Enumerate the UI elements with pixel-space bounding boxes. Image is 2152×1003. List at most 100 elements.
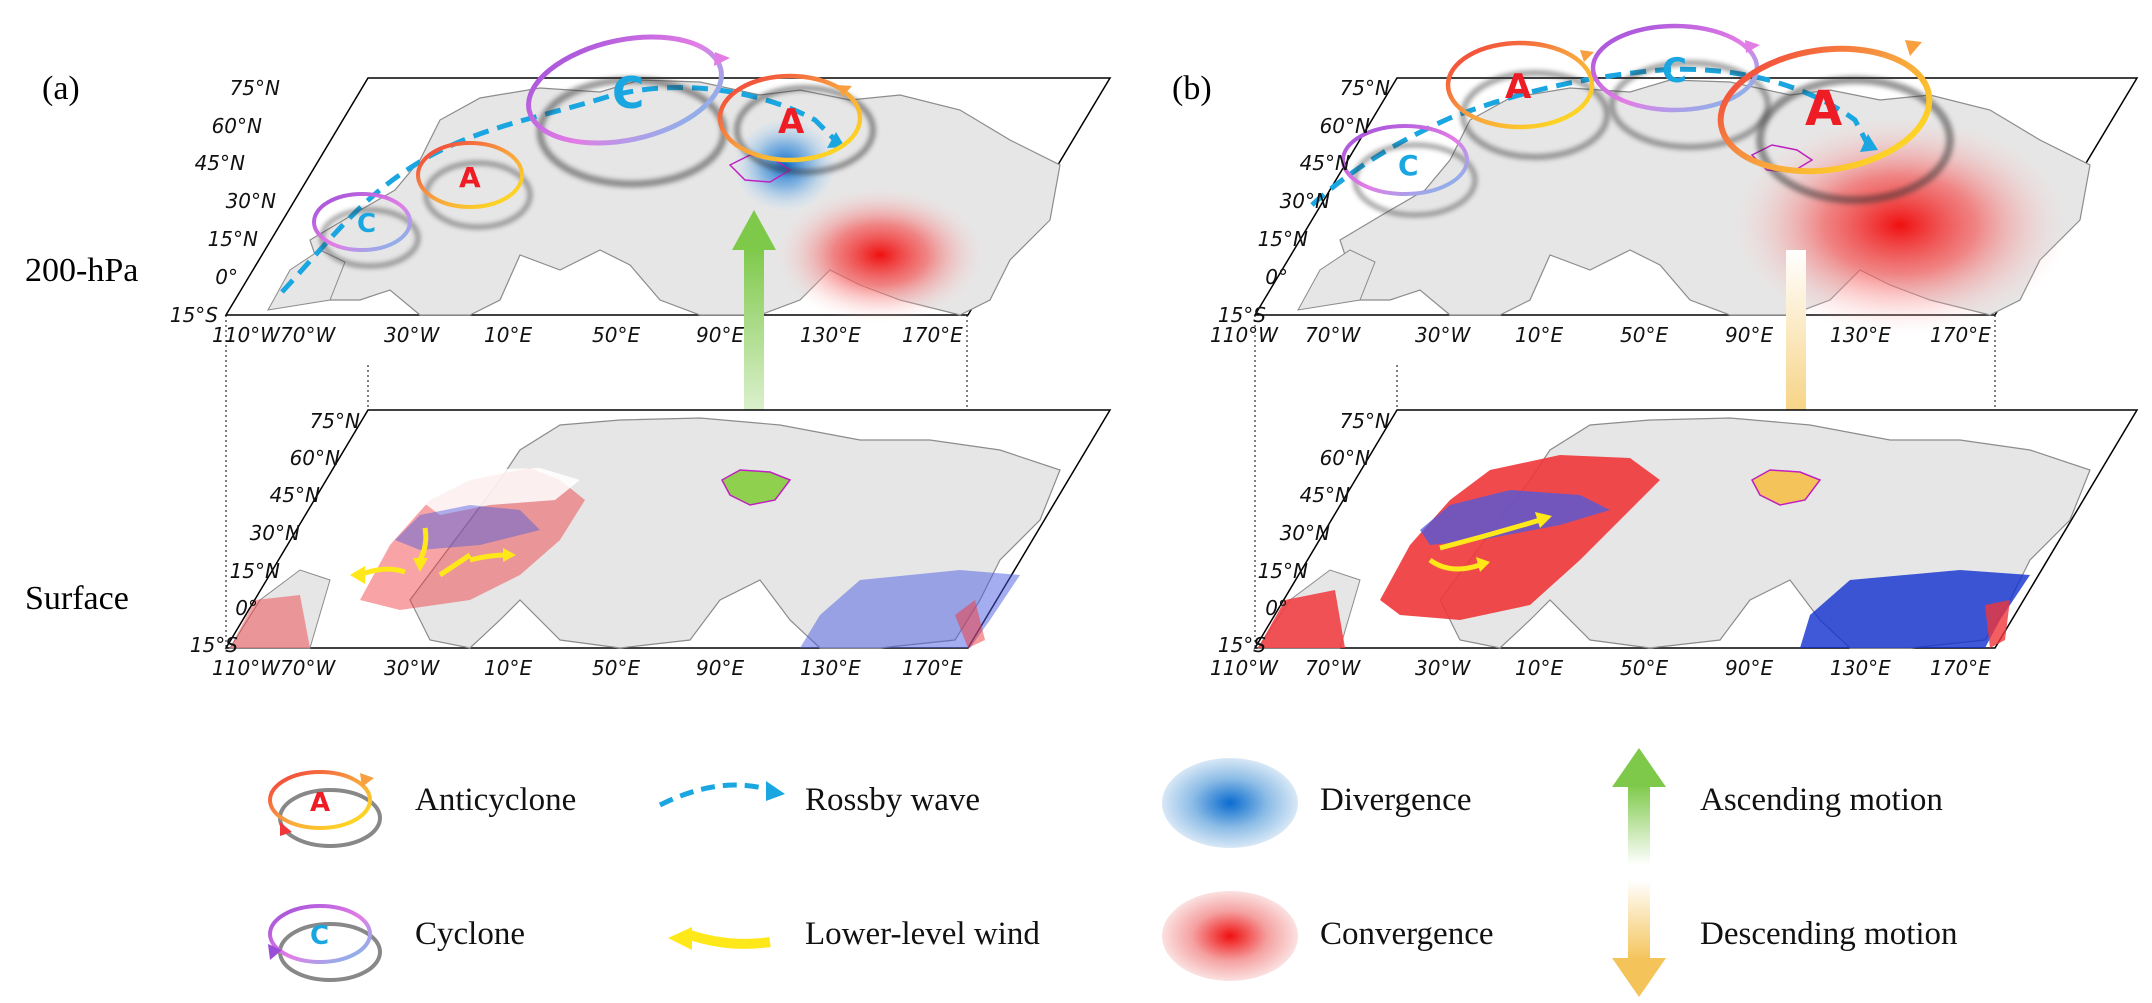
- cyclone-symbol: C: [1662, 51, 1687, 91]
- convergence-blob: [775, 187, 985, 323]
- lat-tick: 0°: [1265, 596, 1288, 620]
- lower-level-wind: [417, 527, 429, 562]
- lat-tick: 30°N: [250, 521, 300, 545]
- lat-tick: 60°N: [1320, 446, 1370, 470]
- lon-tick: 30°W: [384, 656, 440, 680]
- anticyclone-b1: A: [1445, 40, 1610, 160]
- warm-sst-anomaly: [360, 468, 585, 610]
- anticyclone-symbol: A: [778, 102, 805, 142]
- lat-tick: 30°N: [1280, 521, 1330, 545]
- legend-label-anticyclone: Anticyclone: [415, 782, 577, 818]
- cyclone-symbol: C: [310, 921, 329, 951]
- legend-label-cyclone: Cyclone: [415, 916, 525, 952]
- legend-divergence-icon: [1162, 758, 1298, 848]
- lat-axis-surface-a: 75°N 60°N 45°N 30°N 15°N 0° 15°S: [190, 409, 360, 657]
- lon-tick: 170°E: [902, 656, 963, 680]
- lat-tick: 15°N: [230, 559, 280, 583]
- lon-tick: 50°E: [592, 656, 640, 680]
- lat-tick: 30°N: [1280, 189, 1330, 213]
- lat-axis-surface-b: 75°N 60°N 45°N 30°N 15°N 0° 15°S: [1218, 409, 1390, 657]
- lon-tick: 90°E: [1725, 656, 1773, 680]
- legend-label-descending: Descending motion: [1700, 916, 1958, 952]
- land-mass: [229, 569, 331, 649]
- lat-tick: 45°N: [195, 151, 245, 175]
- lat-tick: 15°N: [208, 227, 258, 251]
- lon-tick: 10°E: [1515, 656, 1563, 680]
- lat-tick: 45°N: [1300, 483, 1350, 507]
- divergence-blob: [735, 120, 835, 210]
- plateau-outline: [1750, 144, 1814, 173]
- lat-tick: 15°N: [1258, 559, 1308, 583]
- lat-tick: 15°N: [1258, 227, 1308, 251]
- legend-wind-icon: [668, 927, 771, 950]
- lat-tick: 15°S: [190, 633, 238, 657]
- lon-axis-upper-a: 110°W 70°W 30°W 10°E 50°E 90°E 130°E 170…: [212, 323, 963, 347]
- lat-tick: 15°S: [1218, 303, 1266, 327]
- anticyclone-symbol: A: [1505, 67, 1532, 107]
- lat-tick: 15°S: [170, 303, 218, 327]
- lower-level-wind: [1439, 517, 1541, 551]
- anticyclone-a1: A: [416, 141, 533, 230]
- legend-convergence-icon: [1162, 891, 1298, 981]
- lat-axis-upper-a: 75°N 60°N 45°N 30°N 15°N 0° 15°S: [170, 76, 280, 327]
- legend-descending-icon: [1612, 880, 1666, 997]
- anticyclone-symbol: A: [310, 788, 330, 818]
- legend-label-ascending: Ascending motion: [1700, 782, 1943, 818]
- lat-tick: 30°N: [226, 189, 276, 213]
- lon-tick: 30°W: [1415, 656, 1471, 680]
- lat-axis-upper-b: 75°N 60°N 45°N 30°N 15°N 0° 15°S: [1218, 76, 1390, 327]
- upper-layer-a: C A C A: [224, 34, 1112, 323]
- legend-cyclone-icon: C: [268, 904, 382, 982]
- legend-label-rossby: Rossby wave: [805, 782, 981, 818]
- legend-ascending-icon: [1612, 748, 1666, 865]
- legend-rossby-icon: [658, 781, 785, 808]
- lon-tick: 170°E: [902, 323, 963, 347]
- panel-label-a: (a): [42, 70, 80, 107]
- lon-tick: 10°E: [484, 323, 532, 347]
- lon-axis-surface-b: 110°W 70°W 30°W 10°E 50°E 90°E 130°E 170…: [1210, 656, 1991, 680]
- level-label-upper: 200-hPa: [25, 252, 139, 289]
- cold-sst-anomaly: [395, 505, 540, 550]
- legend-label-divergence: Divergence: [1320, 782, 1472, 818]
- cyclone-symbol: C: [357, 209, 376, 239]
- lon-tick: 130°E: [800, 323, 861, 347]
- lon-axis-surface-a: 110°W 70°W 30°W 10°E 50°E 90°E 130°E 170…: [212, 656, 963, 680]
- cold-sst-anomaly: [1420, 490, 1610, 545]
- lon-tick: 70°W: [280, 323, 336, 347]
- lon-tick: 110°W: [212, 323, 281, 347]
- anticyclone-symbol: A: [459, 161, 481, 194]
- lon-tick: 10°E: [1515, 323, 1563, 347]
- surface-layer-b: [1253, 409, 2139, 649]
- lat-tick: 0°: [215, 265, 238, 289]
- lat-tick: 75°N: [310, 409, 360, 433]
- legend: A C: [268, 748, 1666, 997]
- level-label-surface: Surface: [25, 580, 129, 617]
- lat-tick: 75°N: [230, 76, 280, 100]
- lon-tick: 50°E: [1620, 656, 1668, 680]
- lon-tick: 90°E: [1725, 323, 1773, 347]
- lon-tick: 110°W: [212, 656, 281, 680]
- panel-b: C A C A 75°N 60°N: [1210, 23, 2139, 680]
- cyclone-a2: C: [526, 34, 730, 188]
- lat-tick: 0°: [1265, 265, 1288, 289]
- cyclone-a1: C: [312, 192, 421, 269]
- lon-tick: 170°E: [1930, 323, 1991, 347]
- lon-tick: 90°E: [696, 323, 744, 347]
- lower-level-wind: [438, 552, 472, 578]
- lat-tick: 15°S: [1218, 633, 1266, 657]
- lon-tick: 50°E: [592, 323, 640, 347]
- rossby-wave-arrowhead: [1860, 134, 1878, 152]
- lower-level-wind: [1428, 557, 1481, 572]
- plateau-surface: [1750, 469, 1822, 506]
- plateau-surface: [720, 469, 792, 506]
- lat-tick: 60°N: [212, 114, 262, 138]
- lon-tick: 70°W: [1305, 323, 1361, 347]
- lat-tick: 45°N: [1300, 151, 1350, 175]
- cyclone-b2: C: [1590, 23, 1771, 150]
- lat-tick: 0°: [235, 596, 258, 620]
- legend-anticyclone-icon: A: [268, 770, 382, 848]
- legend-label-convergence: Convergence: [1320, 916, 1494, 952]
- lon-tick: 90°E: [696, 656, 744, 680]
- lon-tick: 110°W: [1210, 323, 1279, 347]
- warm-sst-anomaly: [1380, 455, 1660, 620]
